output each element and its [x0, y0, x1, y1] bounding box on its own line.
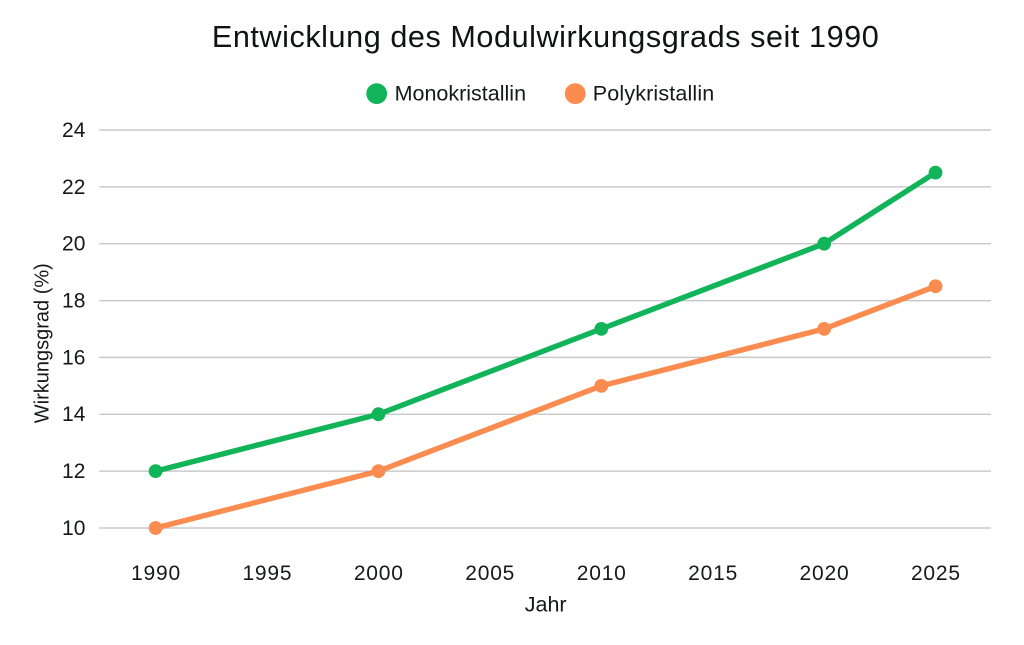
- svg-text:20: 20: [62, 233, 85, 256]
- svg-text:Jahr: Jahr: [525, 592, 567, 616]
- svg-text:14: 14: [62, 403, 86, 426]
- svg-text:Monokristallin: Monokristallin: [395, 81, 526, 105]
- svg-text:16: 16: [62, 346, 85, 369]
- svg-text:18: 18: [62, 290, 85, 313]
- svg-text:2010: 2010: [577, 562, 627, 585]
- svg-text:2025: 2025: [911, 562, 961, 585]
- svg-text:1995: 1995: [242, 562, 292, 585]
- svg-text:12: 12: [62, 460, 85, 483]
- svg-text:24: 24: [62, 119, 86, 142]
- svg-text:Wirkungsgrad (%): Wirkungsgrad (%): [32, 263, 54, 423]
- svg-text:2005: 2005: [465, 562, 515, 585]
- svg-text:10: 10: [62, 517, 85, 540]
- svg-text:Polykristallin: Polykristallin: [593, 81, 715, 105]
- svg-text:Entwicklung des Modulwirkungsg: Entwicklung des Modulwirkungsgrads seit …: [212, 20, 879, 54]
- svg-text:2020: 2020: [800, 562, 850, 585]
- svg-text:22: 22: [62, 176, 85, 199]
- svg-text:2015: 2015: [688, 562, 738, 585]
- svg-text:2000: 2000: [354, 562, 404, 585]
- svg-text:1990: 1990: [131, 562, 181, 585]
